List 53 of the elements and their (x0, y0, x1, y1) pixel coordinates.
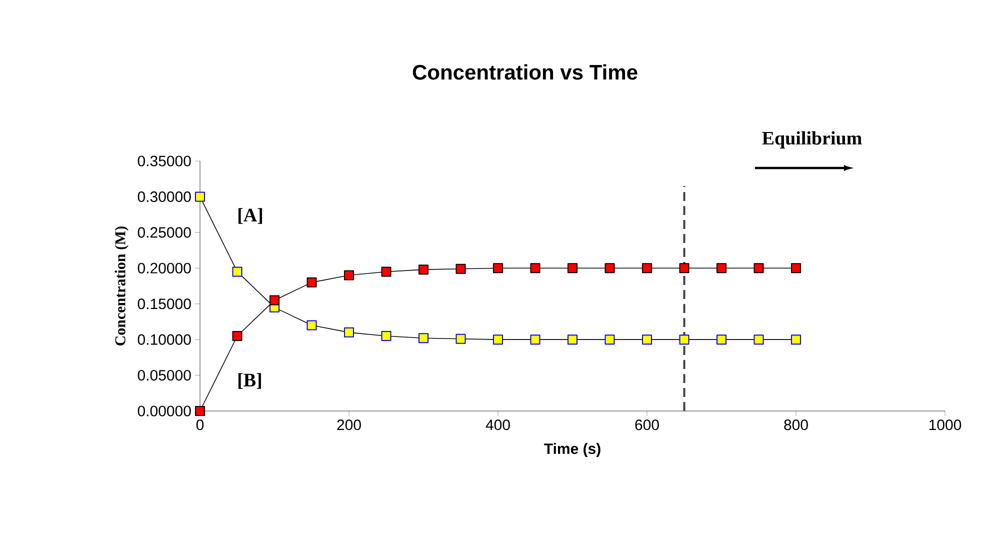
point (195, 192, 206, 202)
point (568, 334, 578, 345)
y-tick-label: 0.15000 (138, 298, 191, 310)
y-tick-label: 0.35000 (138, 156, 191, 166)
point (530, 263, 540, 274)
point (642, 263, 652, 274)
point (679, 263, 690, 274)
x-tick-label: 600 (635, 420, 659, 430)
series-label: [B] (238, 373, 261, 389)
point (232, 266, 242, 277)
chart-title: Concentration vs Time (412, 64, 638, 80)
point (568, 263, 578, 274)
point (791, 263, 802, 274)
point (344, 327, 354, 338)
point (716, 334, 727, 345)
point (493, 263, 504, 274)
point (791, 334, 802, 345)
point (456, 264, 466, 274)
point (530, 334, 540, 345)
y-tick-label: 0.30000 (138, 191, 191, 202)
text: Equilibrium (762, 131, 862, 148)
y-tick-label: 0.00000 (138, 406, 191, 416)
point (642, 334, 652, 345)
point (754, 263, 764, 274)
point (195, 406, 206, 416)
point (679, 334, 690, 345)
point (418, 333, 429, 344)
point (344, 270, 354, 280)
point (418, 264, 429, 275)
point (604, 263, 615, 274)
x-tick-label: 400 (486, 420, 510, 430)
y-tick-label: 0.10000 (138, 334, 191, 345)
point (493, 334, 504, 345)
x-axis-title: Time (s) (544, 443, 600, 457)
point (381, 331, 392, 341)
point (270, 295, 280, 306)
series-label: [A] (238, 208, 262, 224)
y-tick-label: 0.05000 (138, 370, 191, 381)
x-tick-label: 800 (784, 420, 808, 430)
x-tick-label: 0 (196, 420, 204, 430)
point (716, 263, 727, 274)
point (306, 277, 317, 288)
y-axis-title: Concentration (M) (114, 226, 128, 346)
point (381, 266, 392, 277)
point (456, 334, 466, 344)
point (754, 334, 764, 345)
point (306, 320, 317, 330)
y-tick-label: 0.20000 (138, 262, 191, 274)
point (604, 334, 615, 345)
y-tick-label: 0.25000 (138, 227, 191, 238)
x-tick-label: 1000 (929, 420, 962, 430)
point (232, 331, 242, 341)
x-tick-label: 200 (337, 420, 361, 430)
